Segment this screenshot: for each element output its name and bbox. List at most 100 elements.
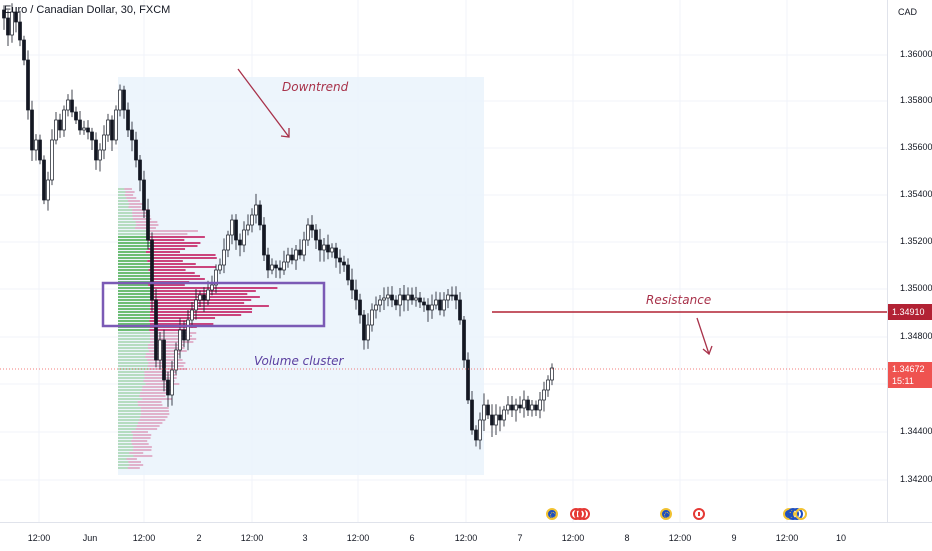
volume-profile-bar — [150, 266, 217, 268]
volume-profile-bar — [118, 320, 150, 322]
volume-profile-bar — [118, 404, 139, 406]
candle-body — [110, 119, 114, 141]
candle-body — [310, 224, 314, 231]
candle-body — [98, 149, 102, 161]
volume-profile-bar — [118, 275, 150, 277]
volume-profile-bar — [118, 338, 150, 340]
last-price: 1.34672 — [892, 364, 925, 374]
volume-profile-bar — [118, 347, 148, 349]
volume-profile-bar — [149, 233, 188, 235]
downtrend-label[interactable]: Downtrend — [282, 80, 349, 94]
time-tick-label: 12:00 — [668, 533, 692, 543]
downtrend-arrow[interactable] — [237, 68, 290, 138]
volume-profile-bar — [118, 467, 128, 469]
candle-body — [334, 247, 338, 259]
volume-profile-bar — [126, 458, 137, 460]
volume-profile-bar — [149, 329, 188, 331]
volume-profile-bar — [132, 434, 152, 436]
candle-body — [518, 404, 522, 409]
volume-profile-bar — [118, 236, 150, 238]
candle-body — [146, 209, 150, 241]
candle-body — [118, 89, 122, 111]
volume-profile-bar — [140, 407, 169, 409]
candle-body — [54, 119, 58, 141]
volume-profile-bar — [118, 209, 133, 211]
last-price-tag: 1.34672 15:11 — [888, 362, 932, 388]
resistance-label[interactable]: Resistance — [646, 293, 712, 307]
candle-body — [418, 297, 422, 303]
volume-profile-bar — [118, 443, 132, 445]
volume-profile-bar — [118, 203, 130, 205]
candle-body — [490, 414, 494, 426]
volume-profile-bar — [118, 398, 143, 400]
time-tick-label: 3 — [302, 533, 308, 543]
volume-profile-bar — [118, 362, 149, 364]
resistance-price: 1.34910 — [892, 307, 925, 317]
volume-profile-bar — [118, 440, 132, 442]
volume-profile-bar — [118, 302, 150, 304]
candle-body — [530, 404, 534, 411]
time-axis[interactable] — [0, 522, 932, 551]
candle-body — [362, 314, 366, 341]
candle-body — [142, 179, 146, 211]
volume-profile-bar — [145, 251, 181, 253]
candle-body — [138, 159, 142, 181]
volume-profile-bar — [124, 194, 134, 196]
candle-body — [198, 294, 202, 301]
ca-flag-icon[interactable] — [693, 508, 705, 520]
eu-flag-icon[interactable] — [660, 508, 672, 520]
volume-profile-bar — [118, 344, 148, 346]
candle-body — [274, 264, 278, 269]
candle-body — [202, 294, 206, 301]
volume-profile-bar — [147, 239, 185, 241]
candle-body — [510, 404, 514, 411]
volume-profile-bar — [145, 383, 180, 385]
volume-profile-bar — [118, 299, 150, 301]
candle-body — [434, 299, 438, 306]
volume-profile-bar — [148, 248, 186, 250]
eu-flag-icon[interactable] — [546, 508, 558, 520]
candle-body — [398, 294, 402, 306]
volume-profile-bar — [135, 428, 158, 430]
currency-label: CAD — [898, 7, 918, 17]
candle-body — [538, 399, 542, 411]
candle-body — [346, 264, 350, 281]
candle-body — [422, 301, 426, 306]
price-tick-label: 1.35600 — [900, 142, 932, 152]
volume-profile-bar — [118, 407, 141, 409]
resistance-arrow[interactable] — [696, 317, 713, 356]
candle-body — [466, 359, 470, 401]
price-tick-label: 1.34200 — [900, 474, 932, 484]
bar-countdown: 15:11 — [892, 376, 914, 386]
volume-cluster-box[interactable] — [101, 281, 326, 328]
volume-profile-bar — [118, 455, 134, 457]
candle-body — [358, 299, 362, 316]
candle-body — [238, 239, 242, 246]
volume-profile-bar — [142, 398, 172, 400]
event-badge-icon[interactable] — [578, 508, 590, 520]
volume-profile-bar — [118, 278, 150, 280]
event-badge-icon[interactable] — [795, 508, 807, 520]
candle-body — [42, 159, 46, 201]
volume-profile-bar — [140, 410, 169, 412]
price-plot[interactable] — [0, 0, 887, 522]
volume-profile-bar — [118, 341, 150, 343]
price-tick-label: 1.34800 — [900, 331, 932, 341]
volume-profile-bar — [129, 464, 144, 466]
volume-profile-bar — [118, 194, 125, 196]
volume-cluster-label[interactable]: Volume cluster — [254, 354, 344, 368]
price-axis[interactable] — [887, 0, 932, 522]
candlesticks — [2, 3, 554, 450]
candle-body — [458, 299, 462, 321]
candle-body — [374, 304, 378, 311]
candle-body — [230, 219, 234, 236]
volume-profile-bar — [118, 437, 133, 439]
volume-profile-bar — [118, 422, 138, 424]
candle-body — [158, 339, 162, 361]
candle-body — [454, 294, 458, 301]
candle-body — [242, 229, 246, 246]
time-tick-label: 12:00 — [27, 533, 51, 543]
candle-body — [278, 267, 282, 271]
volume-profile-bar — [118, 293, 150, 295]
